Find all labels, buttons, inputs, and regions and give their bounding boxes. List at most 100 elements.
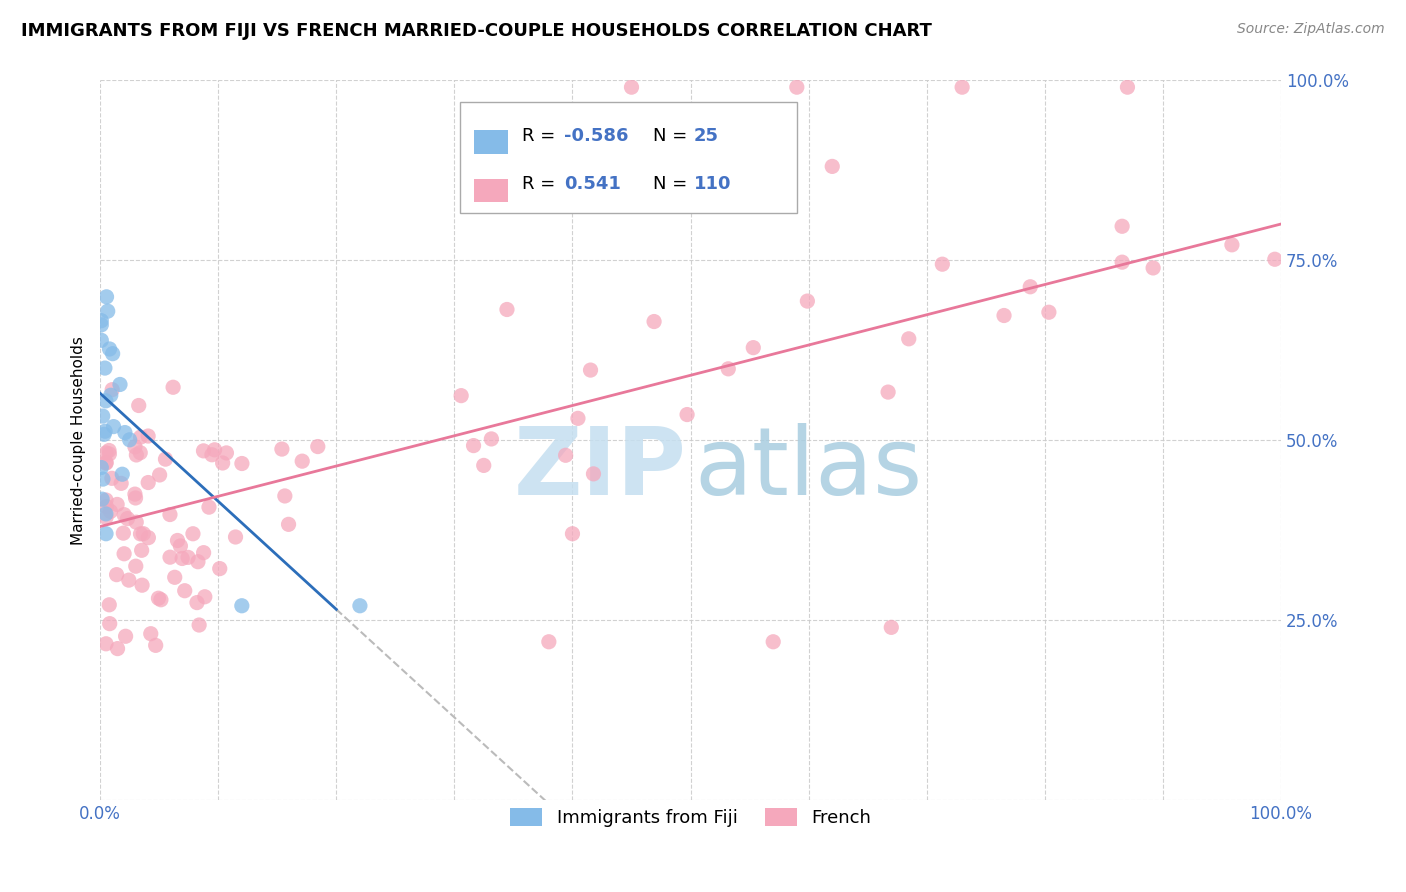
Point	[472, 458, 495, 473]
Text: 25: 25	[695, 128, 718, 145]
Point	[1038, 305, 1060, 319]
Point	[139, 626, 162, 640]
Point	[100, 504, 122, 518]
Point	[496, 302, 519, 317]
Point	[211, 456, 233, 470]
Point	[620, 80, 643, 95]
Text: N =: N =	[652, 176, 693, 194]
Point	[897, 332, 920, 346]
Point	[1111, 255, 1133, 269]
Point	[1264, 252, 1286, 267]
Point	[114, 425, 136, 440]
Point	[821, 160, 844, 174]
Point	[112, 547, 135, 561]
Point	[554, 448, 576, 462]
Point	[181, 526, 204, 541]
Point	[537, 634, 560, 648]
Point	[877, 385, 900, 400]
Point	[91, 492, 114, 507]
Point	[107, 641, 129, 656]
Point	[1116, 80, 1139, 95]
Point	[129, 446, 152, 460]
Bar	[474, 130, 508, 154]
Point	[231, 599, 253, 613]
Point	[931, 257, 953, 271]
Point	[94, 456, 117, 470]
Point	[1142, 260, 1164, 275]
Point	[643, 314, 665, 328]
Point	[172, 551, 194, 566]
Point	[94, 456, 117, 470]
Point	[215, 446, 238, 460]
Point	[186, 596, 208, 610]
Point	[198, 500, 221, 515]
Point	[786, 80, 808, 95]
Point	[125, 515, 148, 529]
Point	[94, 526, 117, 541]
Point	[112, 508, 135, 522]
Point	[307, 440, 329, 454]
Point	[676, 408, 699, 422]
Point	[1019, 279, 1042, 293]
Point	[125, 448, 148, 462]
Point	[579, 363, 602, 377]
Point	[105, 498, 128, 512]
Text: R =: R =	[522, 128, 561, 145]
Point	[94, 393, 117, 408]
Point	[479, 432, 502, 446]
Point	[90, 313, 112, 327]
Point	[111, 467, 134, 482]
Point	[567, 411, 589, 425]
Point	[131, 543, 153, 558]
Point	[193, 546, 215, 560]
Point	[129, 430, 152, 444]
Point	[131, 578, 153, 592]
Point	[450, 389, 472, 403]
Point	[136, 475, 159, 490]
Text: N =: N =	[652, 128, 693, 145]
Point	[149, 467, 172, 482]
Point	[561, 526, 583, 541]
Bar	[474, 178, 508, 202]
Point	[136, 429, 159, 443]
Point	[96, 290, 118, 304]
Point	[100, 388, 122, 402]
Point	[93, 427, 115, 442]
Point	[94, 507, 117, 521]
Point	[132, 526, 155, 541]
Point	[112, 526, 135, 541]
Point	[94, 493, 117, 508]
Point	[118, 573, 141, 587]
Point	[110, 476, 132, 491]
Point	[155, 452, 177, 467]
Point	[159, 550, 181, 565]
Point	[463, 439, 485, 453]
Point	[194, 590, 217, 604]
Point	[880, 620, 903, 634]
Point	[96, 500, 118, 514]
Point	[169, 539, 191, 553]
Point	[148, 591, 170, 606]
Text: Source: ZipAtlas.com: Source: ZipAtlas.com	[1237, 22, 1385, 37]
Point	[124, 491, 146, 505]
Point	[101, 346, 124, 360]
Point	[717, 361, 740, 376]
Point	[201, 448, 224, 462]
Point	[291, 454, 314, 468]
Text: 110: 110	[695, 176, 731, 194]
Point	[124, 440, 146, 454]
Point	[163, 570, 186, 584]
Point	[94, 446, 117, 460]
Point	[742, 341, 765, 355]
Point	[1220, 237, 1243, 252]
Text: atlas: atlas	[695, 423, 922, 515]
Text: 0.541: 0.541	[564, 176, 621, 194]
Text: -0.586: -0.586	[564, 128, 628, 145]
Point	[796, 294, 818, 309]
Point	[90, 460, 112, 475]
Point	[98, 616, 121, 631]
Point	[98, 598, 121, 612]
Point	[94, 361, 117, 376]
Point	[162, 380, 184, 394]
Point	[118, 433, 141, 447]
